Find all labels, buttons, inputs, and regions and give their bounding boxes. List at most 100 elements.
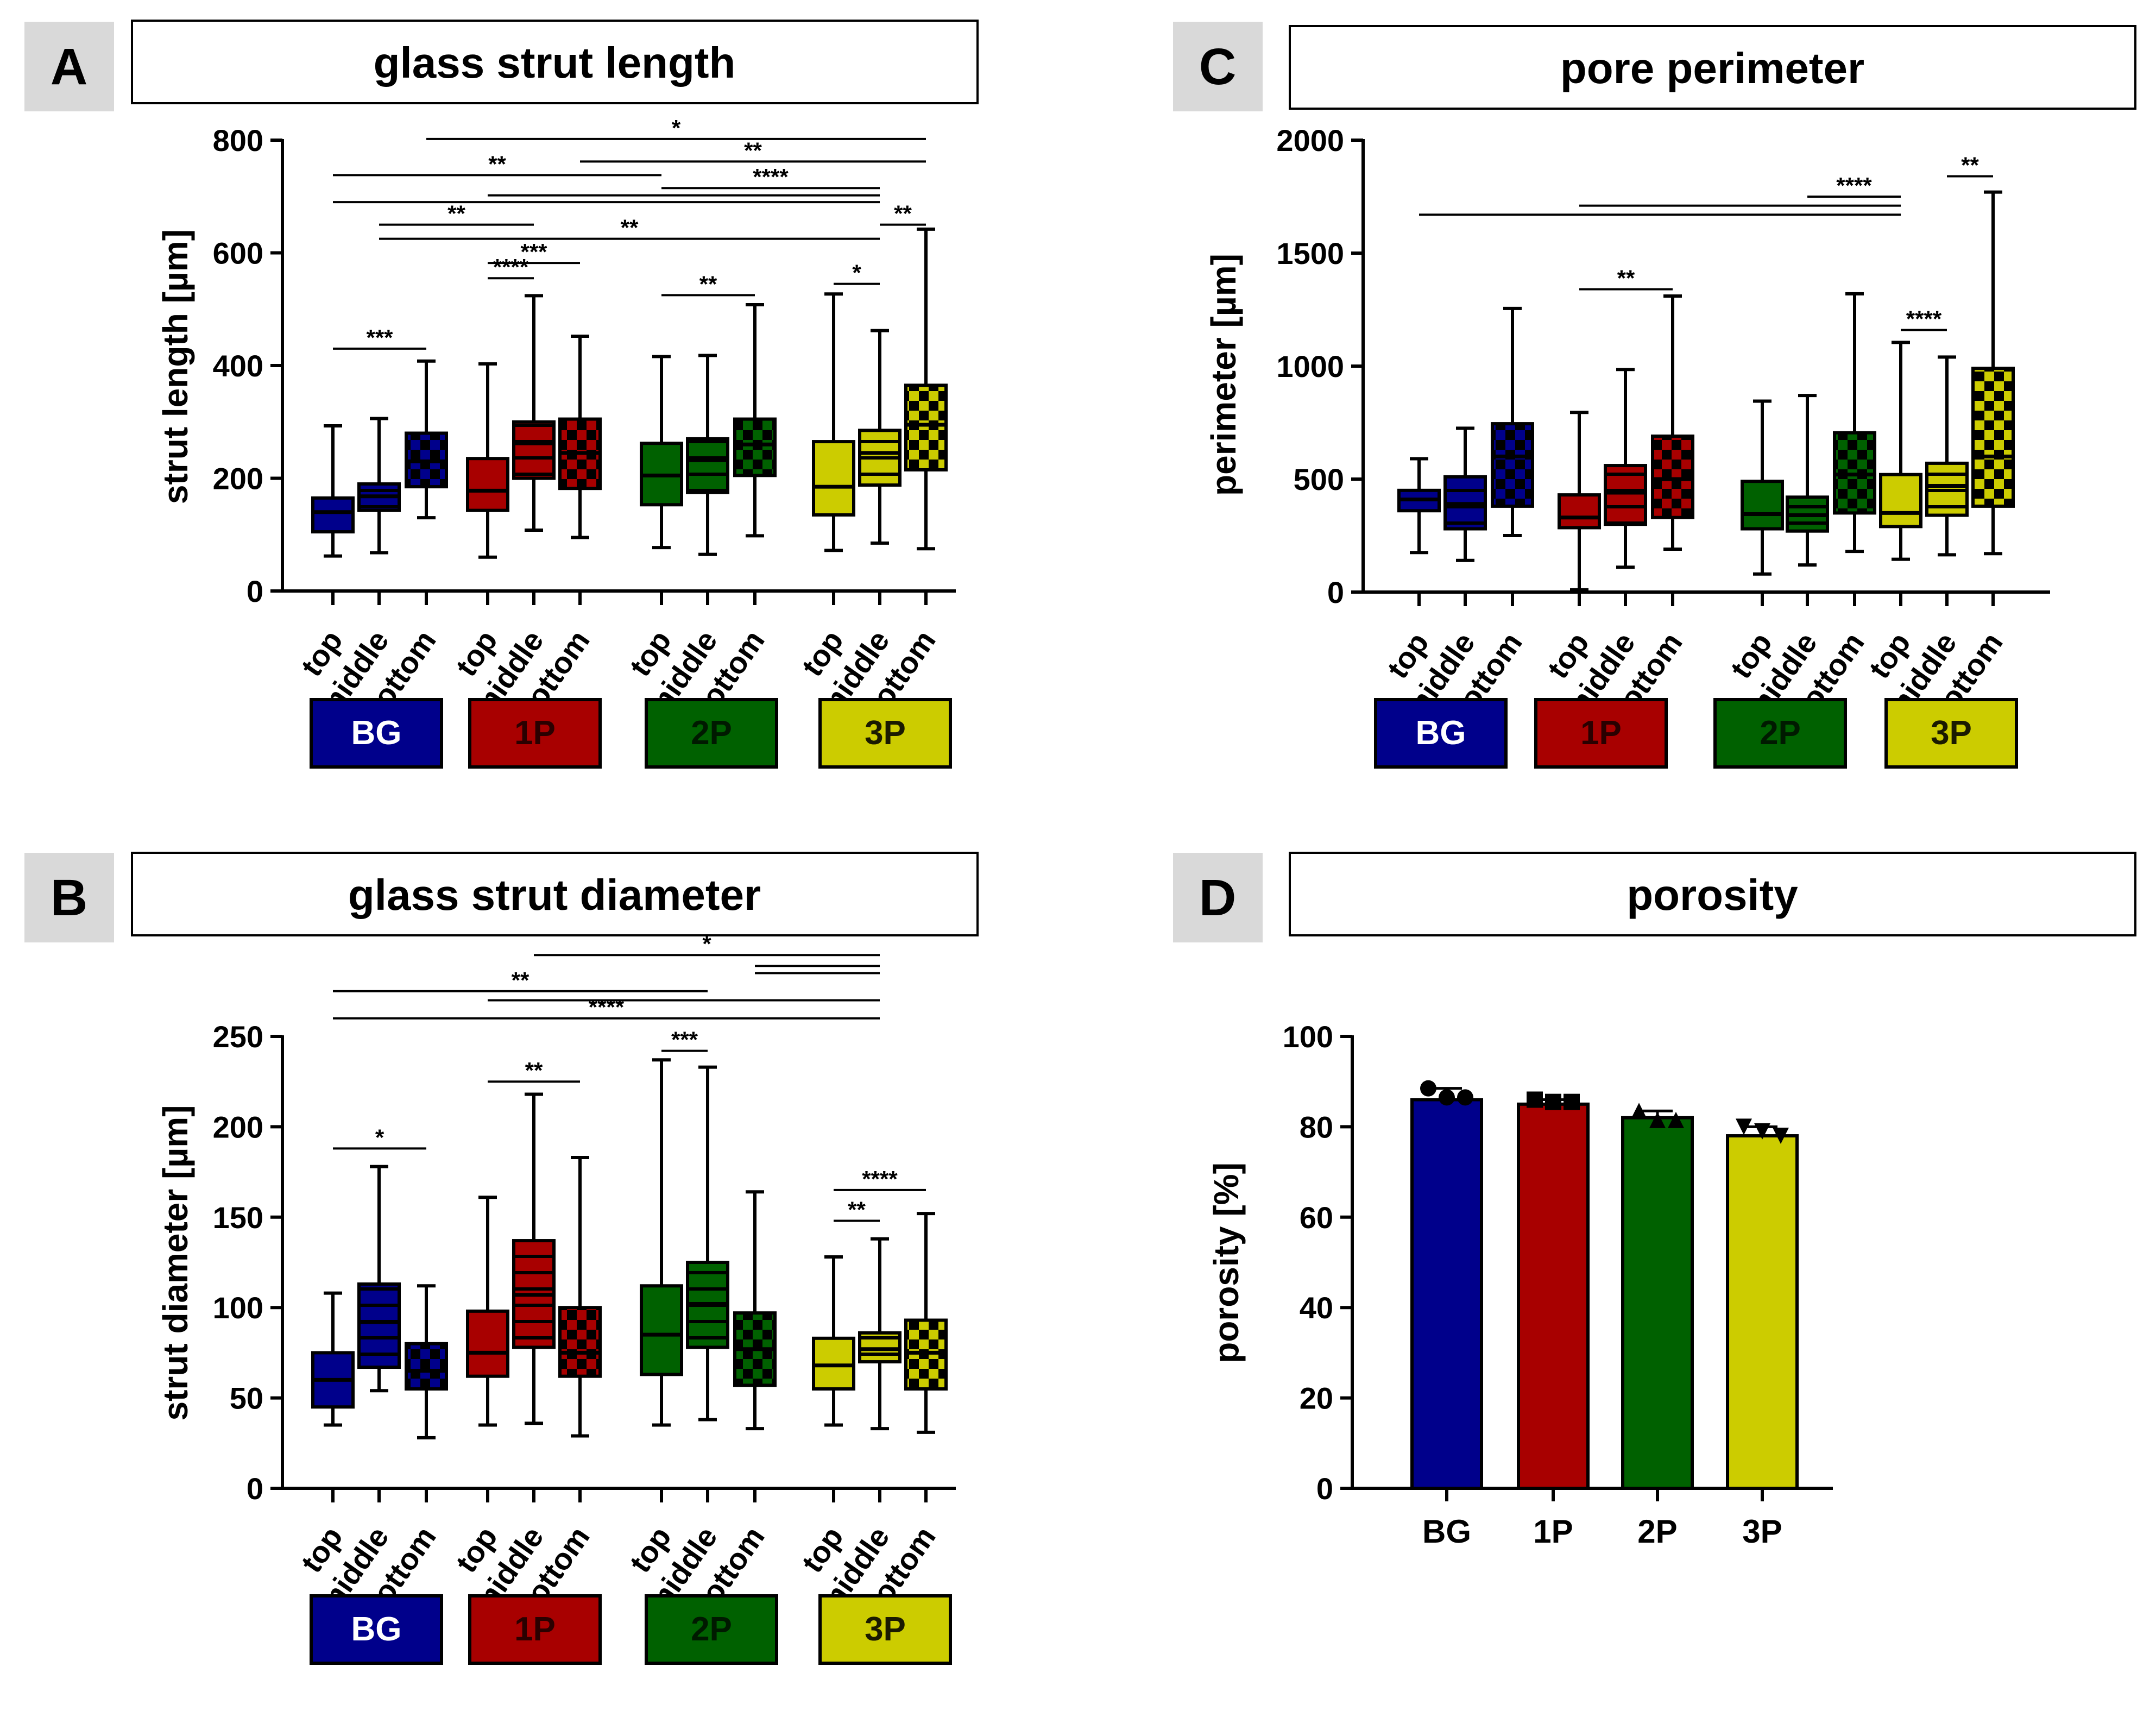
data-point xyxy=(1631,1103,1647,1119)
box-2P-top xyxy=(640,355,683,550)
box-3P-middle xyxy=(1925,355,1969,557)
box-iqr xyxy=(357,1282,401,1369)
box-2P-middle xyxy=(686,354,729,556)
box-iqr xyxy=(1558,493,1601,530)
box-1P-bottom xyxy=(558,335,602,539)
panel-c-title-box xyxy=(1289,25,2136,110)
y-tick-label: 0 xyxy=(247,1471,263,1506)
panel-d-plot: 0 20 40 60 80 100 BG 1P 2P 3P xyxy=(1283,1020,1833,1550)
y-tick-label: 60 xyxy=(1300,1200,1333,1235)
y-tick-label: 0 xyxy=(1316,1471,1333,1506)
box-iqr xyxy=(1651,434,1694,519)
y-tick-label: 80 xyxy=(1300,1110,1333,1144)
x-tick-label: BG xyxy=(1422,1513,1471,1550)
y-tick-label: 50 xyxy=(230,1381,263,1416)
panel-c: C pore perimeter 0500100015002000topmidd… xyxy=(1173,22,2136,769)
box-3P-middle xyxy=(858,1237,902,1431)
significance-label: *** xyxy=(520,239,547,265)
box-1P-bottom xyxy=(558,1155,602,1438)
y-tick-label: 150 xyxy=(213,1200,263,1235)
bar xyxy=(1410,1098,1483,1490)
y-tick-label: 500 xyxy=(1294,462,1344,496)
box-3P-top xyxy=(812,1255,855,1427)
box-BG-middle xyxy=(357,417,401,555)
legend-label: 2P xyxy=(691,714,732,752)
box-1P-bottom xyxy=(1651,294,1694,551)
significance-label: * xyxy=(702,931,711,957)
y-tick-label: 0 xyxy=(1327,575,1344,609)
box-BG-top xyxy=(1397,457,1441,555)
box-iqr xyxy=(558,1306,602,1378)
y-tick-label: 250 xyxy=(213,1020,263,1054)
box-iqr xyxy=(512,420,556,480)
significance-label: **** xyxy=(1836,173,1872,198)
y-tick-label: 1000 xyxy=(1276,349,1344,383)
box-iqr xyxy=(405,1342,448,1391)
box-BG-middle xyxy=(1443,426,1487,562)
legend-BG: BG xyxy=(310,1594,443,1665)
box-iqr xyxy=(311,496,355,534)
significance-label: ** xyxy=(488,151,506,177)
box-iqr xyxy=(1971,367,2015,508)
legend-3P: 3P xyxy=(818,698,952,769)
panel-c-y-axis-label: perimeter [µm] xyxy=(1204,254,1243,496)
box-2P-bottom xyxy=(733,1190,777,1431)
panel-b-y-axis-label: strut diameter [µm] xyxy=(156,1105,195,1421)
box-iqr xyxy=(904,383,948,471)
box-iqr xyxy=(812,440,855,517)
box-1P-middle xyxy=(512,294,556,532)
significance-label: ** xyxy=(699,271,717,297)
y-tick-label: 20 xyxy=(1300,1381,1333,1416)
panel-b-plot: 050100150200250topmiddlebottomBGtopmiddl… xyxy=(213,931,956,1665)
panel-a-plot: 0200400600800topmiddlebottomBGtopmiddleb… xyxy=(213,115,956,769)
box-iqr xyxy=(1604,464,1647,526)
y-tick-label: 600 xyxy=(213,236,263,271)
bar xyxy=(1517,1102,1590,1490)
box-3P-bottom xyxy=(1971,190,2015,556)
legend-label: 2P xyxy=(691,1611,732,1648)
panel-d-title-box xyxy=(1289,852,2136,936)
panel-b-letter: B xyxy=(51,869,88,927)
legend-swatch xyxy=(818,1594,952,1665)
significance-label: ** xyxy=(447,201,465,227)
panel-c-letter-box xyxy=(1173,22,1263,111)
box-2P-top xyxy=(640,1058,683,1427)
legend-swatch xyxy=(1534,698,1668,769)
y-tick-label: 800 xyxy=(213,123,263,158)
box-iqr xyxy=(466,1309,509,1378)
box-1P-middle xyxy=(1604,368,1647,569)
box-iqr xyxy=(686,437,729,494)
legend-swatch xyxy=(468,1594,602,1665)
significance-label: ** xyxy=(848,1197,866,1222)
box-iqr xyxy=(1491,422,1534,508)
data-point xyxy=(1754,1123,1770,1140)
legend-label: 3P xyxy=(865,1611,906,1648)
box-BG-bottom xyxy=(1491,306,1534,537)
panel-d-letter: D xyxy=(1199,869,1237,927)
panel-a-title: glass strut length xyxy=(374,39,736,87)
legend-label: 3P xyxy=(865,714,906,752)
panel-b: B glass strut diameter 050100150200250to… xyxy=(24,852,979,1665)
y-tick-label: 1500 xyxy=(1276,236,1344,271)
significance-label: ** xyxy=(1961,153,1979,178)
panel-a-letter: A xyxy=(51,38,88,96)
bar-BG xyxy=(1410,1080,1483,1490)
box-1P-top xyxy=(466,1196,509,1427)
x-tick-label: 3P xyxy=(1742,1513,1782,1550)
data-point xyxy=(1773,1128,1789,1144)
significance-label: ** xyxy=(744,137,762,163)
legend-label: 1P xyxy=(514,1611,556,1648)
box-2P-bottom xyxy=(733,303,777,538)
significance-label: * xyxy=(672,115,681,141)
y-tick-label: 2000 xyxy=(1276,123,1344,158)
legend-label: BG xyxy=(1416,714,1466,752)
panel-d: D porosity 0 20 40 60 80 100 BG 1P 2P 3P porosity… xyxy=(1173,852,2136,1550)
panel-d-letter-box xyxy=(1173,853,1263,942)
significance-label: *** xyxy=(366,325,393,350)
x-tick-label: 1P xyxy=(1533,1513,1573,1550)
legend-swatch xyxy=(818,698,952,769)
box-2P-top xyxy=(1741,399,1784,576)
x-tick-label: 2P xyxy=(1637,1513,1677,1550)
significance-label: * xyxy=(375,1124,384,1150)
significance-label: **** xyxy=(1906,306,1942,331)
